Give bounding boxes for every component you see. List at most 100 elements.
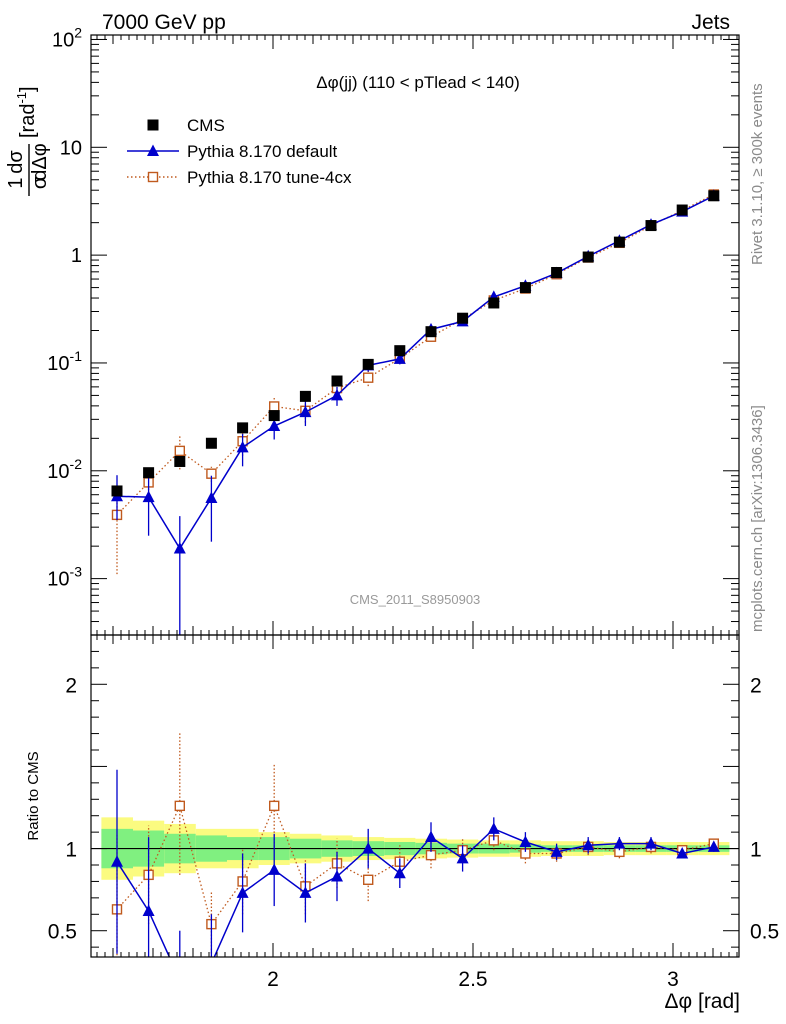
data-point [362, 358, 374, 370]
x-tick-label: 3 [667, 968, 679, 991]
data-point [269, 800, 280, 812]
data-point [236, 440, 249, 453]
data-point [299, 390, 311, 402]
data-point [174, 974, 186, 986]
data-point [205, 491, 218, 503]
header-left: 7000 GeV pp [102, 11, 226, 34]
data-point [613, 236, 625, 248]
y-tick-label: 1 [71, 245, 82, 267]
rivet-version-label: Rivet 3.1.10, ≥ 300k events [749, 83, 766, 265]
data-point [268, 410, 280, 422]
data-point [645, 220, 657, 232]
y-tick-label-exp: -3 [70, 564, 83, 580]
y-label-num: 1 [5, 177, 27, 188]
y-tick-label: 10-2 [47, 456, 82, 483]
data-point [676, 847, 689, 859]
data-point [425, 849, 437, 861]
data-point [613, 837, 626, 849]
y-label-unit: [rad-1] [14, 86, 39, 138]
data-point [299, 886, 312, 898]
y-label-num2: dσ [5, 150, 27, 174]
data-point [582, 251, 594, 263]
y-tick-label-base: 10 [52, 29, 74, 51]
data-point [111, 855, 123, 867]
ratio-plot-axes: 2 2.5 3 0.5 0.5 1 1 2 2 [48, 634, 779, 991]
ratio-y-axis-label: Ratio to CMS [25, 751, 42, 840]
data-point [519, 282, 531, 294]
data-point [268, 419, 281, 432]
data-point [708, 190, 720, 202]
header-right: Jets [691, 11, 730, 34]
data-point [205, 437, 217, 449]
y-tick-label-base: 10 [47, 569, 69, 591]
series-line [116, 195, 715, 550]
legend-label: Pythia 8.170 default [187, 142, 338, 161]
legend-label: Pythia 8.170 tune-4cx [187, 168, 352, 187]
data-point [362, 842, 375, 854]
y-axis-label: 1 dσ σ dΔφ [rad-1] [5, 86, 51, 196]
y-tick-label: 10-3 [47, 564, 82, 591]
y-tick-label-base: 10 [47, 461, 69, 483]
ratio-y-tick-label-right: 0.5 [750, 921, 779, 944]
x-axis-label: Δφ [rad] [665, 990, 741, 1013]
ratio-plot-frame [90, 634, 740, 958]
data-point [111, 485, 123, 497]
y-tick-label-exp: -1 [70, 348, 83, 364]
y-tick-label: 10 [60, 137, 82, 159]
data-point [645, 837, 657, 849]
ratio-plot-area [111, 731, 720, 986]
data-point [299, 405, 312, 418]
data-point [331, 388, 343, 401]
ratio-y-tick-label: 1 [65, 839, 77, 862]
y-tick-label: 102 [52, 24, 82, 51]
y-tick-label-exp: 2 [74, 24, 82, 40]
main-plot-area [111, 189, 720, 635]
data-point [394, 345, 406, 357]
data-point [174, 445, 186, 457]
data-point [487, 822, 500, 834]
data-point [142, 904, 155, 916]
y-tick-label-exp: -2 [70, 456, 83, 472]
data-point [331, 375, 343, 387]
plot-title: Δφ(jj) (110 < pTlead < 140) [316, 73, 520, 92]
data-point [457, 312, 469, 324]
series-line [116, 827, 714, 957]
data-point [582, 838, 595, 851]
data-point [550, 845, 563, 857]
data-point [147, 144, 159, 156]
data-point [147, 171, 159, 183]
data-point [519, 835, 532, 847]
data-point [425, 326, 437, 338]
data-point [269, 401, 280, 412]
data-point [488, 297, 500, 309]
data-point [142, 490, 155, 503]
y-label-unit-open: [rad [17, 104, 39, 138]
data-point [237, 422, 249, 434]
legend-label: CMS [187, 116, 225, 135]
x-tick-label: 2 [267, 968, 279, 991]
data-point [456, 851, 469, 864]
data-point [425, 830, 437, 843]
y-tick-label: 10-1 [47, 348, 82, 375]
data-point [147, 119, 159, 131]
data-point [331, 870, 343, 882]
data-point [236, 886, 249, 898]
y-label-unit-exp: -1 [14, 92, 29, 104]
data-point [363, 372, 374, 383]
ratio-y-tick-label-right: 1 [750, 839, 762, 862]
data-point [174, 455, 186, 467]
data-point [551, 267, 563, 279]
data-point [707, 840, 720, 852]
y-label-den: σ [29, 176, 51, 189]
y-label-den2: dΔφ [29, 143, 51, 180]
y-tick-label-base: 10 [47, 353, 69, 375]
data-point [205, 957, 217, 969]
mcplots-label: mcplots.cern.ch [arXiv:1306.3436] [749, 405, 766, 632]
data-point [393, 866, 406, 879]
data-point [363, 874, 374, 885]
ratio-y-tick-label: 0.5 [48, 921, 77, 944]
data-point [143, 467, 155, 479]
ratio-y-tick-label: 2 [65, 674, 77, 697]
